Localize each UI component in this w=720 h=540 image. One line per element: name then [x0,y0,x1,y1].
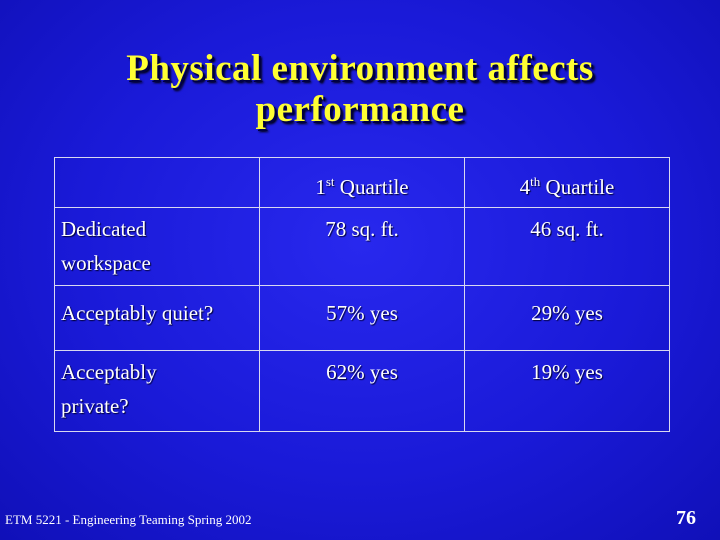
cell-q1-value: 57% yes [259,285,465,351]
header-1st-num: 1 [315,174,326,199]
table-row: Acceptably quiet? 57% yes 29% yes [54,285,670,351]
header-1st-rest: Quartile [334,174,409,199]
title-line-2: performance [255,89,465,130]
cell-q4-value: 19% yes [464,350,670,432]
cell-q1-value: 78 sq. ft. [259,207,465,286]
row-label-line: workspace [61,251,151,275]
row-label-dedicated-workspace: Dedicated workspace [54,207,260,286]
footer-course-text: ETM 5221 - Engineering Teaming Spring 20… [5,512,252,527]
quartile-table: 1st Quartile 4th Quartile Dedicated works… [54,157,670,432]
header-1st-quartile: 1st Quartile [259,157,465,208]
row-label-line: Dedicated [61,217,147,241]
row-label-acceptably-quiet: Acceptably quiet? [54,285,260,351]
header-4th-quartile: 4th Quartile [464,157,670,208]
slide-title: Physical environment affects performance [0,48,720,130]
title-line-1: Physical environment affects [126,48,594,89]
row-label-line: private? [61,394,129,418]
row-label-line: Acceptably [61,360,157,384]
header-1st-sup: st [325,173,335,189]
row-label-acceptably-private: Acceptably private? [54,350,260,432]
header-empty-cell [54,157,260,208]
cell-q4-value: 29% yes [464,285,670,351]
table-row: Acceptably private? 62% yes 19% yes [54,350,670,432]
cell-q1-value: 62% yes [259,350,465,432]
header-4th-sup: th [530,173,541,189]
table-header-row: 1st Quartile 4th Quartile [54,157,670,208]
header-4th-rest: Quartile [540,174,615,199]
cell-q4-value: 46 sq. ft. [464,207,670,286]
table-row: Dedicated workspace 78 sq. ft. 46 sq. ft. [54,207,670,286]
page-number: 76 [676,507,696,529]
row-label-line: Acceptably quiet? [61,301,214,325]
header-4th-num: 4 [519,174,531,199]
